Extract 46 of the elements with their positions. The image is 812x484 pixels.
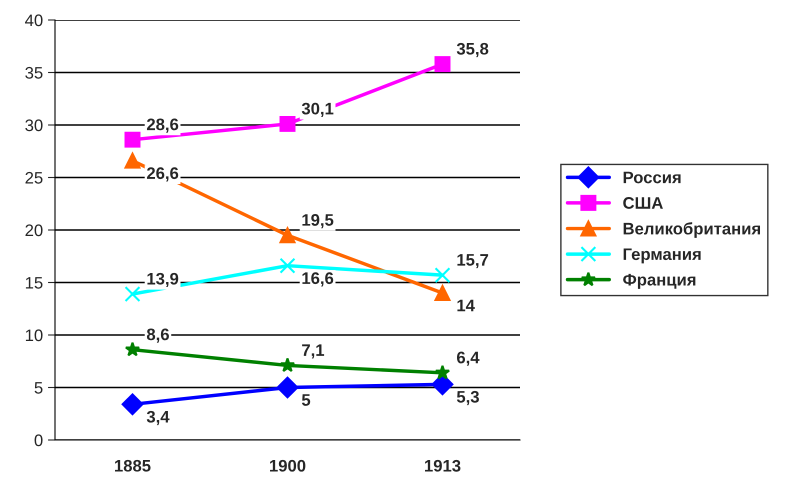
legend-label: Германия [624,248,701,264]
data-label: 30,1 [302,102,334,117]
point [280,357,296,372]
point [124,286,140,302]
data-label: 8,6 [146,328,169,343]
data-label: 19,5 [302,214,334,228]
data-label: 7,1 [302,344,324,358]
point [434,267,450,284]
y-tick-label: 40 [25,14,43,26]
x-tick-label: 1900 [270,460,306,472]
point [276,376,298,398]
legend-label: Франция [623,274,696,289]
legend-label: США [623,197,663,209]
y-tick-label: 30 [25,119,43,132]
y-tick-label: 20 [25,224,43,236]
point [434,364,450,380]
point [124,152,140,169]
point [122,393,144,416]
y-tick-label: 15 [26,277,42,289]
data-label: 5,3 [456,390,479,406]
point [124,132,140,148]
point [124,342,140,356]
y-tick-label: 0 [34,434,43,446]
data-label: 26,6 [146,167,178,182]
legend-label: Россия [624,172,681,184]
data-label: 6,4 [457,352,480,366]
point [434,285,450,301]
y-tick-label: 25 [25,172,42,184]
y-tick-label: 5 [34,382,42,394]
data-label: 5 [302,394,310,406]
x-tick-label: 1913 [425,460,460,472]
data-label: 16,6 [302,272,334,286]
data-label: 15,7 [457,254,488,268]
data-label: 14 [457,300,475,312]
data-label: 13,9 [147,272,178,288]
point [434,56,450,72]
y-tick-label: 10 [26,329,43,342]
point [280,258,296,274]
data-label: 28,6 [146,118,178,133]
x-tick-label: 1885 [115,460,151,472]
data-label: 3,4 [146,410,170,426]
point [280,227,296,244]
legend-label: Великобритания [624,222,760,238]
data-label: 35,8 [456,42,488,58]
point [280,116,296,132]
y-tick-label: 35 [25,66,42,79]
